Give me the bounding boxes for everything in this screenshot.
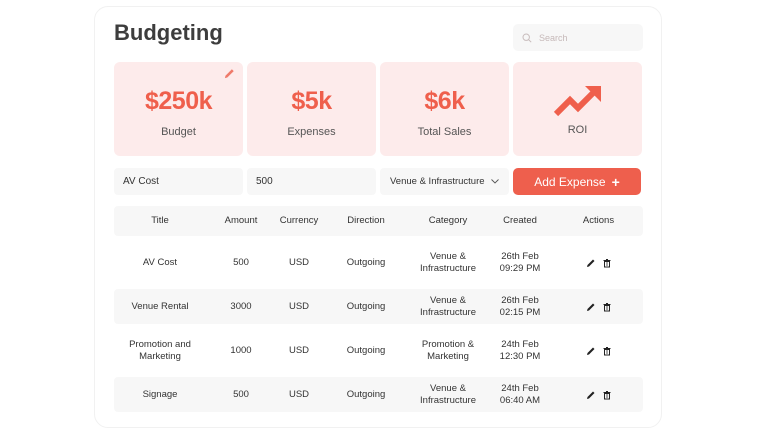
cell-amount: 500 <box>233 256 249 268</box>
category-line: Infrastructure <box>420 306 476 318</box>
cell-created: 24th Feb 06:40 AM <box>486 383 554 407</box>
stat-card-expenses: $5k Expenses <box>247 62 376 156</box>
trash-icon[interactable] <box>602 258 612 268</box>
stat-card-budget: $250k Budget <box>114 62 243 156</box>
cell-actions <box>554 258 643 268</box>
search-box[interactable] <box>513 24 643 51</box>
category-line: Marketing <box>427 350 469 362</box>
expense-amount-input[interactable] <box>247 168 376 195</box>
cell-direction: Outgoing <box>346 300 386 312</box>
cell-category: Promotion & Marketing <box>410 339 486 363</box>
stat-card-roi: ROI <box>513 62 642 156</box>
stat-label: Total Sales <box>417 125 472 138</box>
column-header-direction: Direction <box>347 215 385 226</box>
created-time: 09:29 PM <box>499 262 541 274</box>
table-row: Promotion and Marketing 1000 USD Outgoin… <box>114 333 643 368</box>
cell-created: 26th Feb 02:15 PM <box>486 295 554 319</box>
cell-direction: Outgoing <box>346 344 386 356</box>
stat-card-total-sales: $6k Total Sales <box>380 62 509 156</box>
cell-amount: 500 <box>233 388 249 400</box>
created-date: 26th Feb <box>501 294 539 306</box>
chevron-down-icon <box>491 179 499 184</box>
cell-title: Promotion and Marketing <box>129 338 191 362</box>
column-header-created: Created <box>503 215 537 226</box>
table-row: Signage 500 USD Outgoing Venue & Infrastr… <box>114 377 643 412</box>
plus-icon: + <box>611 173 620 190</box>
edit-icon[interactable] <box>586 302 596 312</box>
category-select-value: Venue & Infrastructure <box>390 176 485 187</box>
table-row: AV Cost 500 USD Outgoing Venue & Infrastr… <box>114 245 643 280</box>
search-icon <box>522 32 532 43</box>
cell-title: Venue Rental <box>131 300 189 312</box>
stat-label: Budget <box>161 125 196 138</box>
cell-created: 26th Feb 09:29 PM <box>486 251 554 275</box>
cell-created: 24th Feb 12:30 PM <box>486 339 554 363</box>
edit-budget-icon[interactable] <box>224 68 235 79</box>
created-time: 02:15 PM <box>499 306 541 318</box>
cell-amount: 1000 <box>230 344 252 356</box>
expense-title-input[interactable] <box>114 168 243 195</box>
trending-up-icon <box>553 86 601 117</box>
cell-currency: USD <box>288 256 310 268</box>
stat-cards: $250k Budget $5k Expenses $6k Total Sale… <box>114 62 642 156</box>
cell-direction: Outgoing <box>346 388 386 400</box>
created-time: 06:40 AM <box>499 394 541 406</box>
category-line: Promotion & <box>421 338 475 350</box>
trash-icon[interactable] <box>602 346 612 356</box>
category-line: Venue & <box>430 294 466 306</box>
cell-amount: 3000 <box>230 300 252 312</box>
table-row: Venue Rental 3000 USD Outgoing Venue & In… <box>114 289 643 324</box>
stat-value: $5k <box>291 86 332 115</box>
expenses-table: Title Amount Currency Direction Category… <box>114 206 643 412</box>
cell-title: Signage <box>142 388 178 400</box>
created-time: 12:30 PM <box>499 350 541 362</box>
cell-currency: USD <box>288 300 310 312</box>
created-date: 26th Feb <box>501 250 539 262</box>
stat-value: $6k <box>424 86 465 115</box>
edit-icon[interactable] <box>586 390 596 400</box>
trash-icon[interactable] <box>602 302 612 312</box>
cell-actions <box>554 302 643 312</box>
cell-category: Venue & Infrastructure <box>410 251 486 275</box>
category-line: Infrastructure <box>420 262 476 274</box>
add-expense-label: Add Expense <box>534 174 606 189</box>
category-line: Infrastructure <box>420 394 476 406</box>
category-line: Venue & <box>430 382 466 394</box>
trash-icon[interactable] <box>602 390 612 400</box>
column-header-category: Category <box>428 215 468 226</box>
cell-title: AV Cost <box>142 256 178 268</box>
table-header: Title Amount Currency Direction Category… <box>114 206 643 236</box>
category-select[interactable]: Venue & Infrastructure <box>380 168 509 195</box>
edit-icon[interactable] <box>586 346 596 356</box>
category-line: Venue & <box>430 250 466 262</box>
column-header-title: Title <box>151 215 169 226</box>
column-header-currency: Currency <box>279 215 319 226</box>
page-title: Budgeting <box>114 20 223 45</box>
cell-category: Venue & Infrastructure <box>410 383 486 407</box>
add-expense-form: Venue & Infrastructure Add Expense + <box>114 168 641 195</box>
add-expense-button[interactable]: Add Expense + <box>513 168 641 195</box>
cell-currency: USD <box>288 344 310 356</box>
search-input[interactable] <box>539 32 639 43</box>
stat-label: Expenses <box>287 125 336 138</box>
cell-category: Venue & Infrastructure <box>410 295 486 319</box>
edit-icon[interactable] <box>586 258 596 268</box>
cell-actions <box>554 346 643 356</box>
cell-actions <box>554 390 643 400</box>
stat-label: ROI <box>567 124 588 136</box>
column-header-actions: Actions <box>582 215 615 226</box>
stat-value: $250k <box>144 86 213 115</box>
cell-currency: USD <box>288 388 310 400</box>
created-date: 24th Feb <box>501 338 539 350</box>
cell-direction: Outgoing <box>346 256 386 268</box>
created-date: 24th Feb <box>501 382 539 394</box>
column-header-amount: Amount <box>224 215 258 226</box>
